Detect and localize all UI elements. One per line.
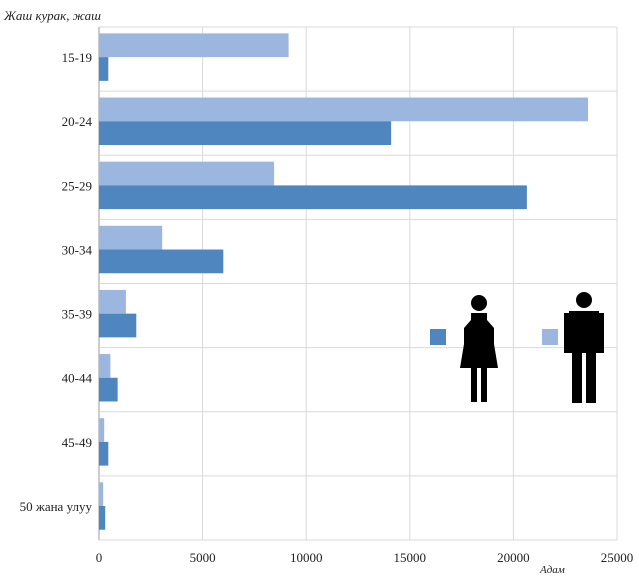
bar-women-8 bbox=[99, 506, 106, 530]
grid-lines bbox=[98, 26, 618, 541]
bar-women-3 bbox=[99, 185, 527, 210]
bar-men-1 bbox=[99, 33, 289, 58]
category-label: 35-39 bbox=[62, 307, 92, 322]
bar-men-8 bbox=[99, 482, 104, 507]
bar-men-5 bbox=[99, 289, 126, 314]
bar-men-2 bbox=[99, 97, 588, 122]
bar-men-6 bbox=[99, 354, 111, 378]
x-tick-label: 5000 bbox=[190, 550, 216, 565]
x-axis-title: Адам bbox=[540, 564, 565, 576]
x-tick-label: 15000 bbox=[394, 550, 427, 565]
man-icon bbox=[564, 292, 604, 403]
category-label: 25-29 bbox=[62, 178, 92, 193]
category-label: 20-24 bbox=[62, 114, 93, 129]
bar-women-6 bbox=[99, 377, 118, 402]
bar-women-5 bbox=[99, 313, 137, 338]
bars bbox=[99, 33, 588, 530]
category-label: 40-44 bbox=[62, 371, 93, 386]
category-labels: 15-19 20-24 25-29 30-34 35-39 40-44 45-49 50 жа… bbox=[20, 50, 93, 514]
category-label: 45-49 bbox=[62, 435, 92, 450]
x-tick-label: 25000 bbox=[601, 550, 634, 565]
category-label: 30-34 bbox=[62, 242, 93, 257]
bar-men-4 bbox=[99, 225, 163, 250]
x-tick-label: 0 bbox=[96, 550, 103, 565]
x-tick-labels: 0 5000 10000 15000 20000 25000 bbox=[96, 550, 634, 565]
category-label: 15-19 bbox=[62, 50, 92, 65]
category-label: 50 жана улуу bbox=[20, 499, 93, 514]
legend-swatch-men bbox=[542, 329, 558, 345]
bar-women-2 bbox=[99, 121, 392, 145]
x-tick-label: 20000 bbox=[497, 550, 530, 565]
bar-women-1 bbox=[99, 57, 109, 81]
legend-swatch-women bbox=[430, 329, 446, 345]
woman-icon bbox=[460, 295, 498, 402]
x-tick-label: 10000 bbox=[290, 550, 323, 565]
legend bbox=[430, 292, 604, 403]
bar-men-7 bbox=[99, 418, 105, 442]
bar-men-3 bbox=[99, 161, 275, 186]
y-axis-title: Жаш курак, жаш bbox=[4, 8, 101, 23]
bar-women-4 bbox=[99, 249, 224, 274]
bar-women-7 bbox=[99, 441, 109, 466]
